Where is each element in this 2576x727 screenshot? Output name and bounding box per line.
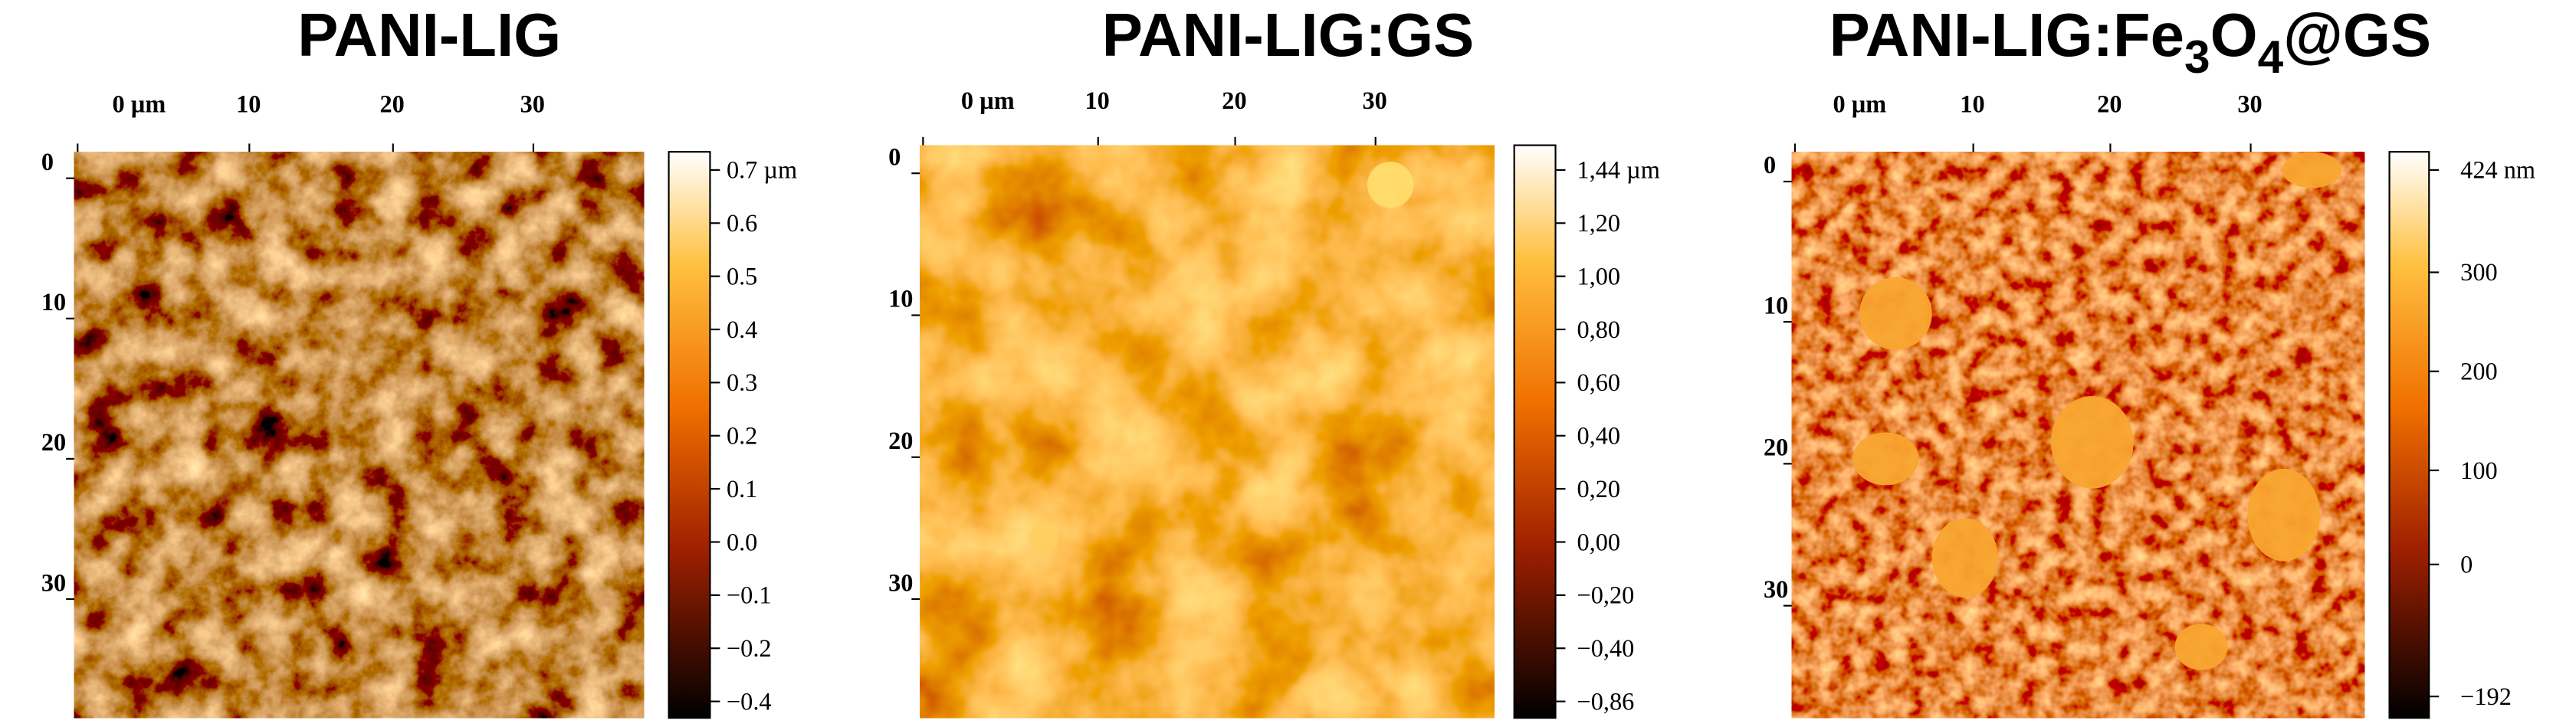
title-subscript: 3	[2184, 31, 2210, 83]
title-subscript: 4	[2258, 31, 2284, 83]
x-tick-label: 10	[1085, 87, 1109, 114]
colorbar-label: −0,86	[1577, 687, 1635, 715]
colorbar-label: 0	[2460, 551, 2473, 578]
y-tick-label: 10	[888, 285, 913, 313]
colorbar	[1513, 144, 1557, 719]
particles	[1852, 152, 2342, 670]
colorbar-label: 0.5	[727, 262, 757, 290]
title-text: PANI-LIG:GS	[1102, 1, 1475, 69]
colorbar-label: −192	[2460, 683, 2512, 710]
y-tick-label: 0	[41, 148, 54, 175]
x-tick-label: 10	[1960, 90, 1984, 117]
y-tick-label: 10	[1764, 291, 1788, 319]
title-text: @GS	[2283, 1, 2431, 69]
panel-title: PANI-LIG:GS	[1102, 1, 1475, 69]
y-tick-label: 10	[41, 288, 66, 316]
title-text: O	[2210, 1, 2258, 69]
x-tick-label: 30	[1362, 87, 1386, 114]
y-tick-label: 30	[1764, 575, 1788, 603]
colorbar-label: 1,44 µm	[1577, 156, 1660, 184]
colorbar-label: 0,40	[1577, 422, 1621, 450]
panel-2	[918, 144, 1557, 719]
colorbar-label: 0.4	[727, 316, 757, 343]
y-tick-label: 30	[888, 568, 913, 596]
y-tick-label: 0	[1764, 151, 1776, 178]
colorbar-label: 0.3	[727, 368, 757, 396]
y-tick-label: 20	[41, 428, 66, 456]
colorbar-label: 0.7 µm	[727, 156, 797, 184]
x-tick-label: 0 µm	[961, 87, 1015, 114]
colorbar-label: 0,00	[1577, 528, 1621, 555]
title-text: PANI-LIG	[297, 1, 561, 69]
colorbar-label: 1,20	[1577, 209, 1621, 237]
colorbar-label: 0.1	[727, 475, 757, 503]
panel-title: PANI-LIG:Fe3O4@GS	[1829, 1, 2431, 83]
colorbar-label: −0.2	[727, 634, 772, 662]
colorbar	[668, 151, 711, 719]
colorbar-label: 100	[2460, 457, 2497, 484]
x-tick-label: 30	[2237, 90, 2262, 117]
afm-image	[73, 151, 645, 719]
title-text: PANI-LIG:Fe	[1829, 1, 2184, 69]
colorbar-label: −0,40	[1577, 634, 1635, 662]
x-tick-label: 20	[1222, 87, 1246, 114]
colorbar-label: 0.6	[727, 209, 757, 237]
y-tick-label: 30	[41, 568, 66, 596]
y-tick-label: 20	[888, 427, 913, 454]
y-tick-label: 0	[888, 142, 901, 170]
x-tick-label: 0 µm	[1833, 90, 1886, 117]
afm-image	[918, 144, 1495, 719]
panel-title: PANI-LIG	[297, 1, 561, 69]
colorbar-label: 0,20	[1577, 475, 1621, 503]
colorbar-label: 0.0	[727, 528, 757, 555]
x-tick-label: 0 µm	[113, 90, 166, 117]
x-tick-label: 10	[236, 90, 261, 117]
y-tick-label: 20	[1764, 434, 1788, 461]
colorbar-label: 0.2	[727, 422, 757, 450]
x-tick-label: 20	[380, 90, 405, 117]
x-tick-label: 20	[2097, 90, 2122, 117]
colorbar-label: 0,80	[1577, 316, 1621, 343]
feature	[1029, 522, 1059, 553]
colorbar-label: −0.4	[727, 687, 772, 715]
colorbar	[2388, 151, 2430, 719]
colorbar-label: 300	[2460, 258, 2497, 286]
colorbar-label: −0,20	[1577, 581, 1635, 609]
colorbar-label: 424 nm	[2460, 156, 2535, 184]
colorbar-label: −0.1	[727, 581, 772, 609]
panel-1	[73, 151, 711, 719]
x-tick-label: 30	[520, 90, 545, 117]
colorbar-label: 200	[2460, 358, 2497, 385]
feature	[1367, 162, 1414, 208]
colorbar-label: 0,60	[1577, 368, 1621, 396]
colorbar-label: 1,00	[1577, 262, 1621, 290]
panel-3	[1790, 151, 2430, 719]
